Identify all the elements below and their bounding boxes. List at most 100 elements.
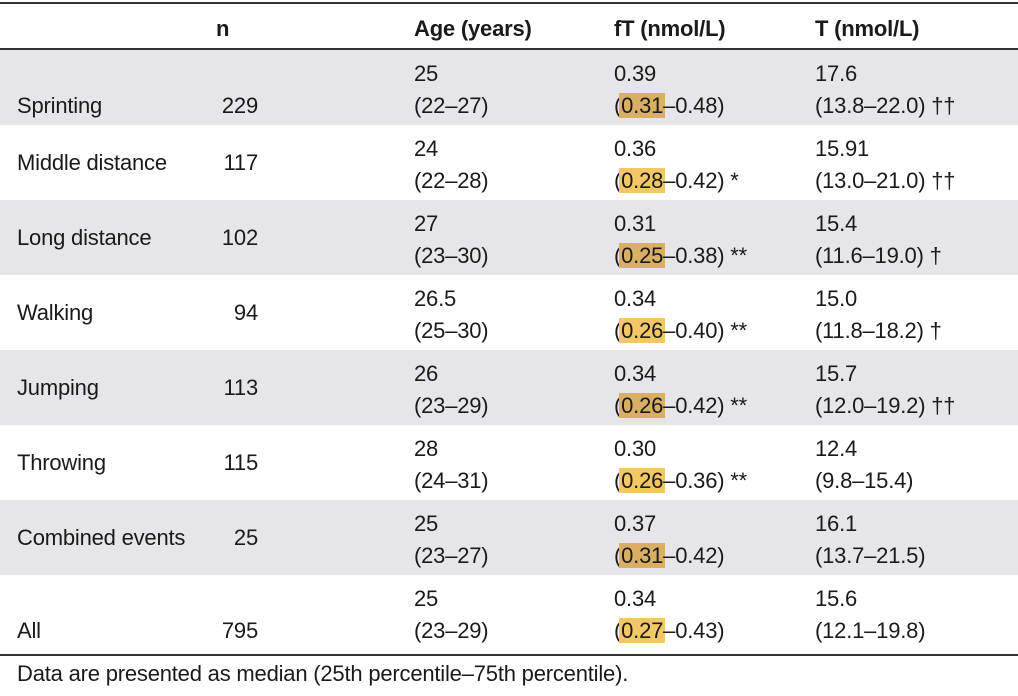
age-median: 24: [414, 136, 439, 161]
t-median: 15.6: [815, 586, 858, 611]
ft-low-highlight: 0.28: [619, 168, 666, 193]
t-range: (9.8–15.4): [815, 468, 914, 493]
ft-low-highlight: 0.31: [619, 543, 666, 568]
ft-median: 0.34: [614, 286, 657, 311]
t-range: (12.1–19.8): [815, 618, 926, 643]
ft-median: 0.37: [614, 511, 657, 536]
n-value: 102: [221, 225, 258, 250]
age-median: 27: [414, 211, 439, 236]
ft-median: 0.39: [614, 61, 657, 86]
table-row: Jumping 113 26 (23–29) 0.34 (0.26–0.42) …: [0, 350, 1018, 425]
ft-range: (0.25–0.38) **: [614, 240, 747, 272]
event-name: Jumping: [17, 375, 99, 400]
age-range: (23–27): [414, 543, 489, 568]
ft-open-paren: (: [614, 468, 622, 493]
header-age: Age (years): [414, 16, 532, 41]
t-range: (11.8–18.2) †: [815, 318, 942, 343]
n-value: 117: [223, 150, 259, 175]
age-median: 25: [414, 586, 439, 611]
ft-low-highlight: 0.31: [619, 93, 666, 118]
table-row: Throwing 115 28 (24–31) 0.30 (0.26–0.36)…: [0, 425, 1018, 500]
ft-range-rest: –0.42) **: [663, 393, 747, 418]
age-range: (22–28): [414, 168, 489, 193]
event-name: Throwing: [17, 450, 106, 475]
n-value: 25: [233, 525, 258, 550]
ft-open-paren: (: [614, 393, 622, 418]
t-median: 15.4: [815, 211, 858, 236]
ft-median: 0.31: [614, 211, 657, 236]
top-rule: [0, 2, 1018, 4]
age-median: 25: [414, 61, 439, 86]
ft-low-highlight: 0.26: [619, 468, 666, 493]
table-row: Middle distance 117 24 (22–28) 0.36 (0.2…: [0, 125, 1018, 200]
header-t: T (nmol/L): [815, 16, 920, 41]
age-median: 26: [414, 361, 439, 386]
ft-low-highlight: 0.26: [619, 393, 666, 418]
ft-median: 0.36: [614, 136, 657, 161]
ft-range: (0.31–0.42): [614, 540, 725, 572]
ft-median: 0.30: [614, 436, 657, 461]
ft-range-rest: –0.42) *: [663, 168, 739, 193]
n-value: 115: [223, 450, 259, 475]
t-median: 16.1: [815, 511, 858, 536]
event-name: Sprinting: [17, 93, 103, 118]
event-name: Combined events: [17, 525, 186, 550]
ft-range: (0.28–0.42) *: [614, 165, 739, 197]
ft-range-rest: –0.43): [663, 618, 725, 643]
t-median: 17.6: [815, 61, 858, 86]
age-range: (22–27): [414, 93, 489, 118]
age-median: 28: [414, 436, 439, 461]
t-median: 12.4: [815, 436, 858, 461]
ft-median: 0.34: [614, 586, 657, 611]
header-n: n: [216, 16, 230, 41]
bottom-rule: [0, 654, 1018, 656]
age-range: (24–31): [414, 468, 489, 493]
age-median: 26.5: [414, 286, 457, 311]
ft-open-paren: (: [614, 243, 622, 268]
ft-low-highlight: 0.25: [619, 243, 666, 268]
t-range: (13.8–22.0) ††: [815, 93, 956, 118]
age-range: (25–30): [414, 318, 489, 343]
t-median: 15.0: [815, 286, 858, 311]
ft-range-rest: –0.40) **: [663, 318, 747, 343]
age-median: 25: [414, 511, 439, 536]
n-value: 94: [233, 300, 258, 325]
event-name: Long distance: [17, 225, 152, 250]
t-range: (12.0–19.2) ††: [815, 393, 956, 418]
ft-range-rest: –0.38) **: [663, 243, 747, 268]
ft-range: (0.26–0.42) **: [614, 390, 747, 422]
event-name: All: [17, 618, 41, 643]
ft-range-rest: –0.42): [663, 543, 725, 568]
age-range: (23–29): [414, 618, 489, 643]
table-header-row: n Age (years) fT (nmol/L) T (nmol/L): [0, 4, 1018, 48]
t-median: 15.7: [815, 361, 858, 386]
table-row: All 795 25 (23–29) 0.34 (0.27–0.43) 15.6…: [0, 575, 1018, 650]
ft-open-paren: (: [614, 543, 622, 568]
n-value: 229: [221, 93, 258, 118]
ft-open-paren: (: [614, 93, 622, 118]
t-range: (13.0–21.0) ††: [815, 168, 956, 193]
ft-range: (0.31–0.48): [614, 90, 725, 122]
n-value: 113: [223, 375, 259, 400]
header-ft: fT (nmol/L): [614, 16, 726, 41]
header-rule: [0, 48, 1018, 50]
t-median: 15.91: [815, 136, 870, 161]
ft-range-rest: –0.48): [663, 93, 725, 118]
t-range: (13.7–21.5): [815, 543, 926, 568]
table-row: Walking 94 26.5 (25–30) 0.34 (0.26–0.40)…: [0, 275, 1018, 350]
age-range: (23–30): [414, 243, 489, 268]
ft-open-paren: (: [614, 318, 622, 343]
event-name: Walking: [17, 300, 94, 325]
ft-range: (0.27–0.43): [614, 615, 725, 647]
table-row: Combined events 25 25 (23–27) 0.37 (0.31…: [0, 500, 1018, 575]
ft-low-highlight: 0.26: [619, 318, 666, 343]
age-range: (23–29): [414, 393, 489, 418]
ft-open-paren: (: [614, 168, 622, 193]
table-row: Sprinting 229 25 (22–27) 0.39 (0.31–0.48…: [0, 50, 1018, 125]
ft-open-paren: (: [614, 618, 622, 643]
ft-median: 0.34: [614, 361, 657, 386]
ft-range: (0.26–0.40) **: [614, 315, 747, 347]
table-row: Long distance 102 27 (23–30) 0.31 (0.25–…: [0, 200, 1018, 275]
ft-range: (0.26–0.36) **: [614, 465, 747, 497]
